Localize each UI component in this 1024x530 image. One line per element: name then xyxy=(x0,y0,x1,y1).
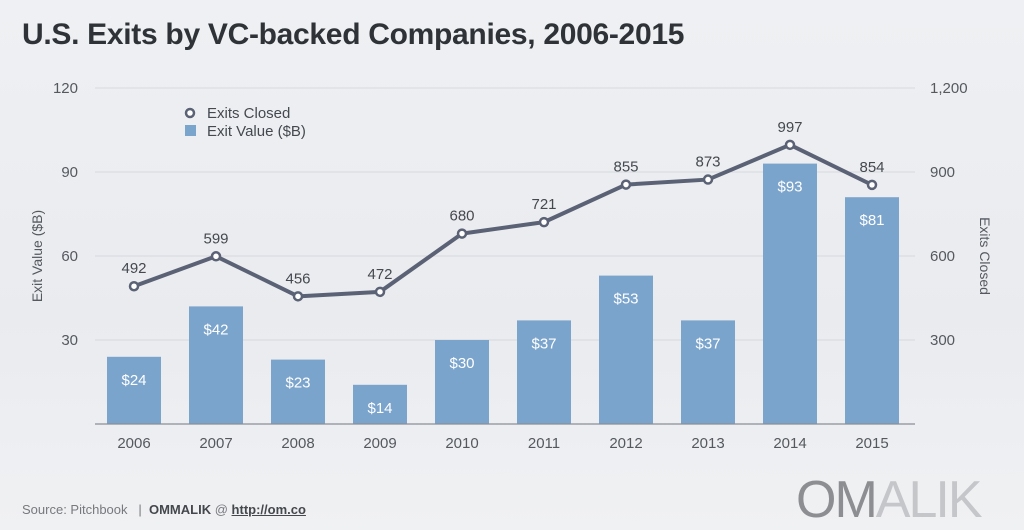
omalik-logo: OMALIK xyxy=(796,471,982,529)
x-tick-label: 2007 xyxy=(199,435,232,452)
bar xyxy=(763,163,817,424)
bar xyxy=(599,275,653,424)
bar xyxy=(681,320,735,424)
line-point xyxy=(784,139,796,151)
line-label: 492 xyxy=(121,260,146,277)
bar-label: $37 xyxy=(695,335,720,352)
y2-tick-label: 300 xyxy=(930,332,955,349)
y-axis-label: Exit Value ($B) xyxy=(29,210,45,302)
y-tick-label: 60 xyxy=(61,248,78,265)
separator: | xyxy=(138,502,142,517)
line-point xyxy=(538,216,550,228)
line-label: 456 xyxy=(285,270,310,287)
bar xyxy=(845,197,899,424)
x-tick-label: 2008 xyxy=(281,435,314,452)
line-label: 997 xyxy=(777,119,802,136)
bar xyxy=(189,306,243,424)
line-label: 680 xyxy=(449,208,474,225)
site-link[interactable]: http://om.co xyxy=(231,502,306,517)
bar xyxy=(353,384,407,424)
at-text: @ xyxy=(214,502,228,517)
bar-label: $81 xyxy=(859,212,884,229)
bar-label: $23 xyxy=(285,375,310,392)
x-tick-label: 2015 xyxy=(855,435,888,452)
line-point xyxy=(702,174,714,185)
line-label: 721 xyxy=(531,196,556,213)
bar xyxy=(107,356,161,424)
bar-label: $37 xyxy=(531,335,556,352)
bar-label: $14 xyxy=(367,400,392,417)
x-tick-label: 2011 xyxy=(528,435,560,452)
x-tick-label: 2012 xyxy=(609,435,642,452)
bar xyxy=(435,340,489,424)
line-series xyxy=(133,142,873,299)
legend-label: Exits Closed xyxy=(207,105,290,122)
legend-line-icon xyxy=(184,107,196,119)
bar-label: $24 xyxy=(121,372,146,389)
bar-label: $30 xyxy=(449,355,474,372)
brand-text: OMMALIK xyxy=(148,502,212,517)
x-tick-label: 2010 xyxy=(445,435,478,452)
line-label: 854 xyxy=(859,159,884,176)
bar xyxy=(271,359,325,424)
line-point xyxy=(866,179,878,191)
source-text: Source: Pitchbook xyxy=(22,502,128,517)
x-tick-label: 2006 xyxy=(117,435,150,452)
line-point xyxy=(456,228,468,239)
line-point xyxy=(292,291,304,302)
bar-label: $53 xyxy=(613,291,638,308)
y-tick-label: 30 xyxy=(61,332,78,349)
line-label: 873 xyxy=(695,154,720,171)
x-tick-label: 2009 xyxy=(363,435,396,452)
legend-bar-icon xyxy=(185,125,196,136)
legend-label: Exit Value ($B) xyxy=(207,123,306,140)
line-point xyxy=(374,286,386,298)
footer: Source: Pitchbook | OMMALIK @ http://om.… xyxy=(22,502,306,517)
line-label: 855 xyxy=(613,159,638,176)
y2-tick-label: 900 xyxy=(930,164,955,181)
line-point xyxy=(128,280,140,292)
line-point xyxy=(210,251,222,262)
bar-label: $93 xyxy=(777,179,802,196)
line-point xyxy=(620,179,632,190)
line-label: 599 xyxy=(203,230,228,247)
y2-axis-label: Exits Closed xyxy=(977,217,993,295)
bar xyxy=(517,320,571,424)
x-tick-label: 2013 xyxy=(691,435,724,452)
x-tick-label: 2014 xyxy=(773,435,806,452)
y-tick-label: 90 xyxy=(61,164,78,181)
y2-tick-label: 1,200 xyxy=(930,80,968,97)
y-tick-label: 120 xyxy=(53,80,78,97)
bar-label: $42 xyxy=(203,321,228,338)
chart-title: U.S. Exits by VC-backed Companies, 2006-… xyxy=(22,18,685,51)
y2-tick-label: 600 xyxy=(930,248,955,265)
line-label: 472 xyxy=(367,266,392,283)
